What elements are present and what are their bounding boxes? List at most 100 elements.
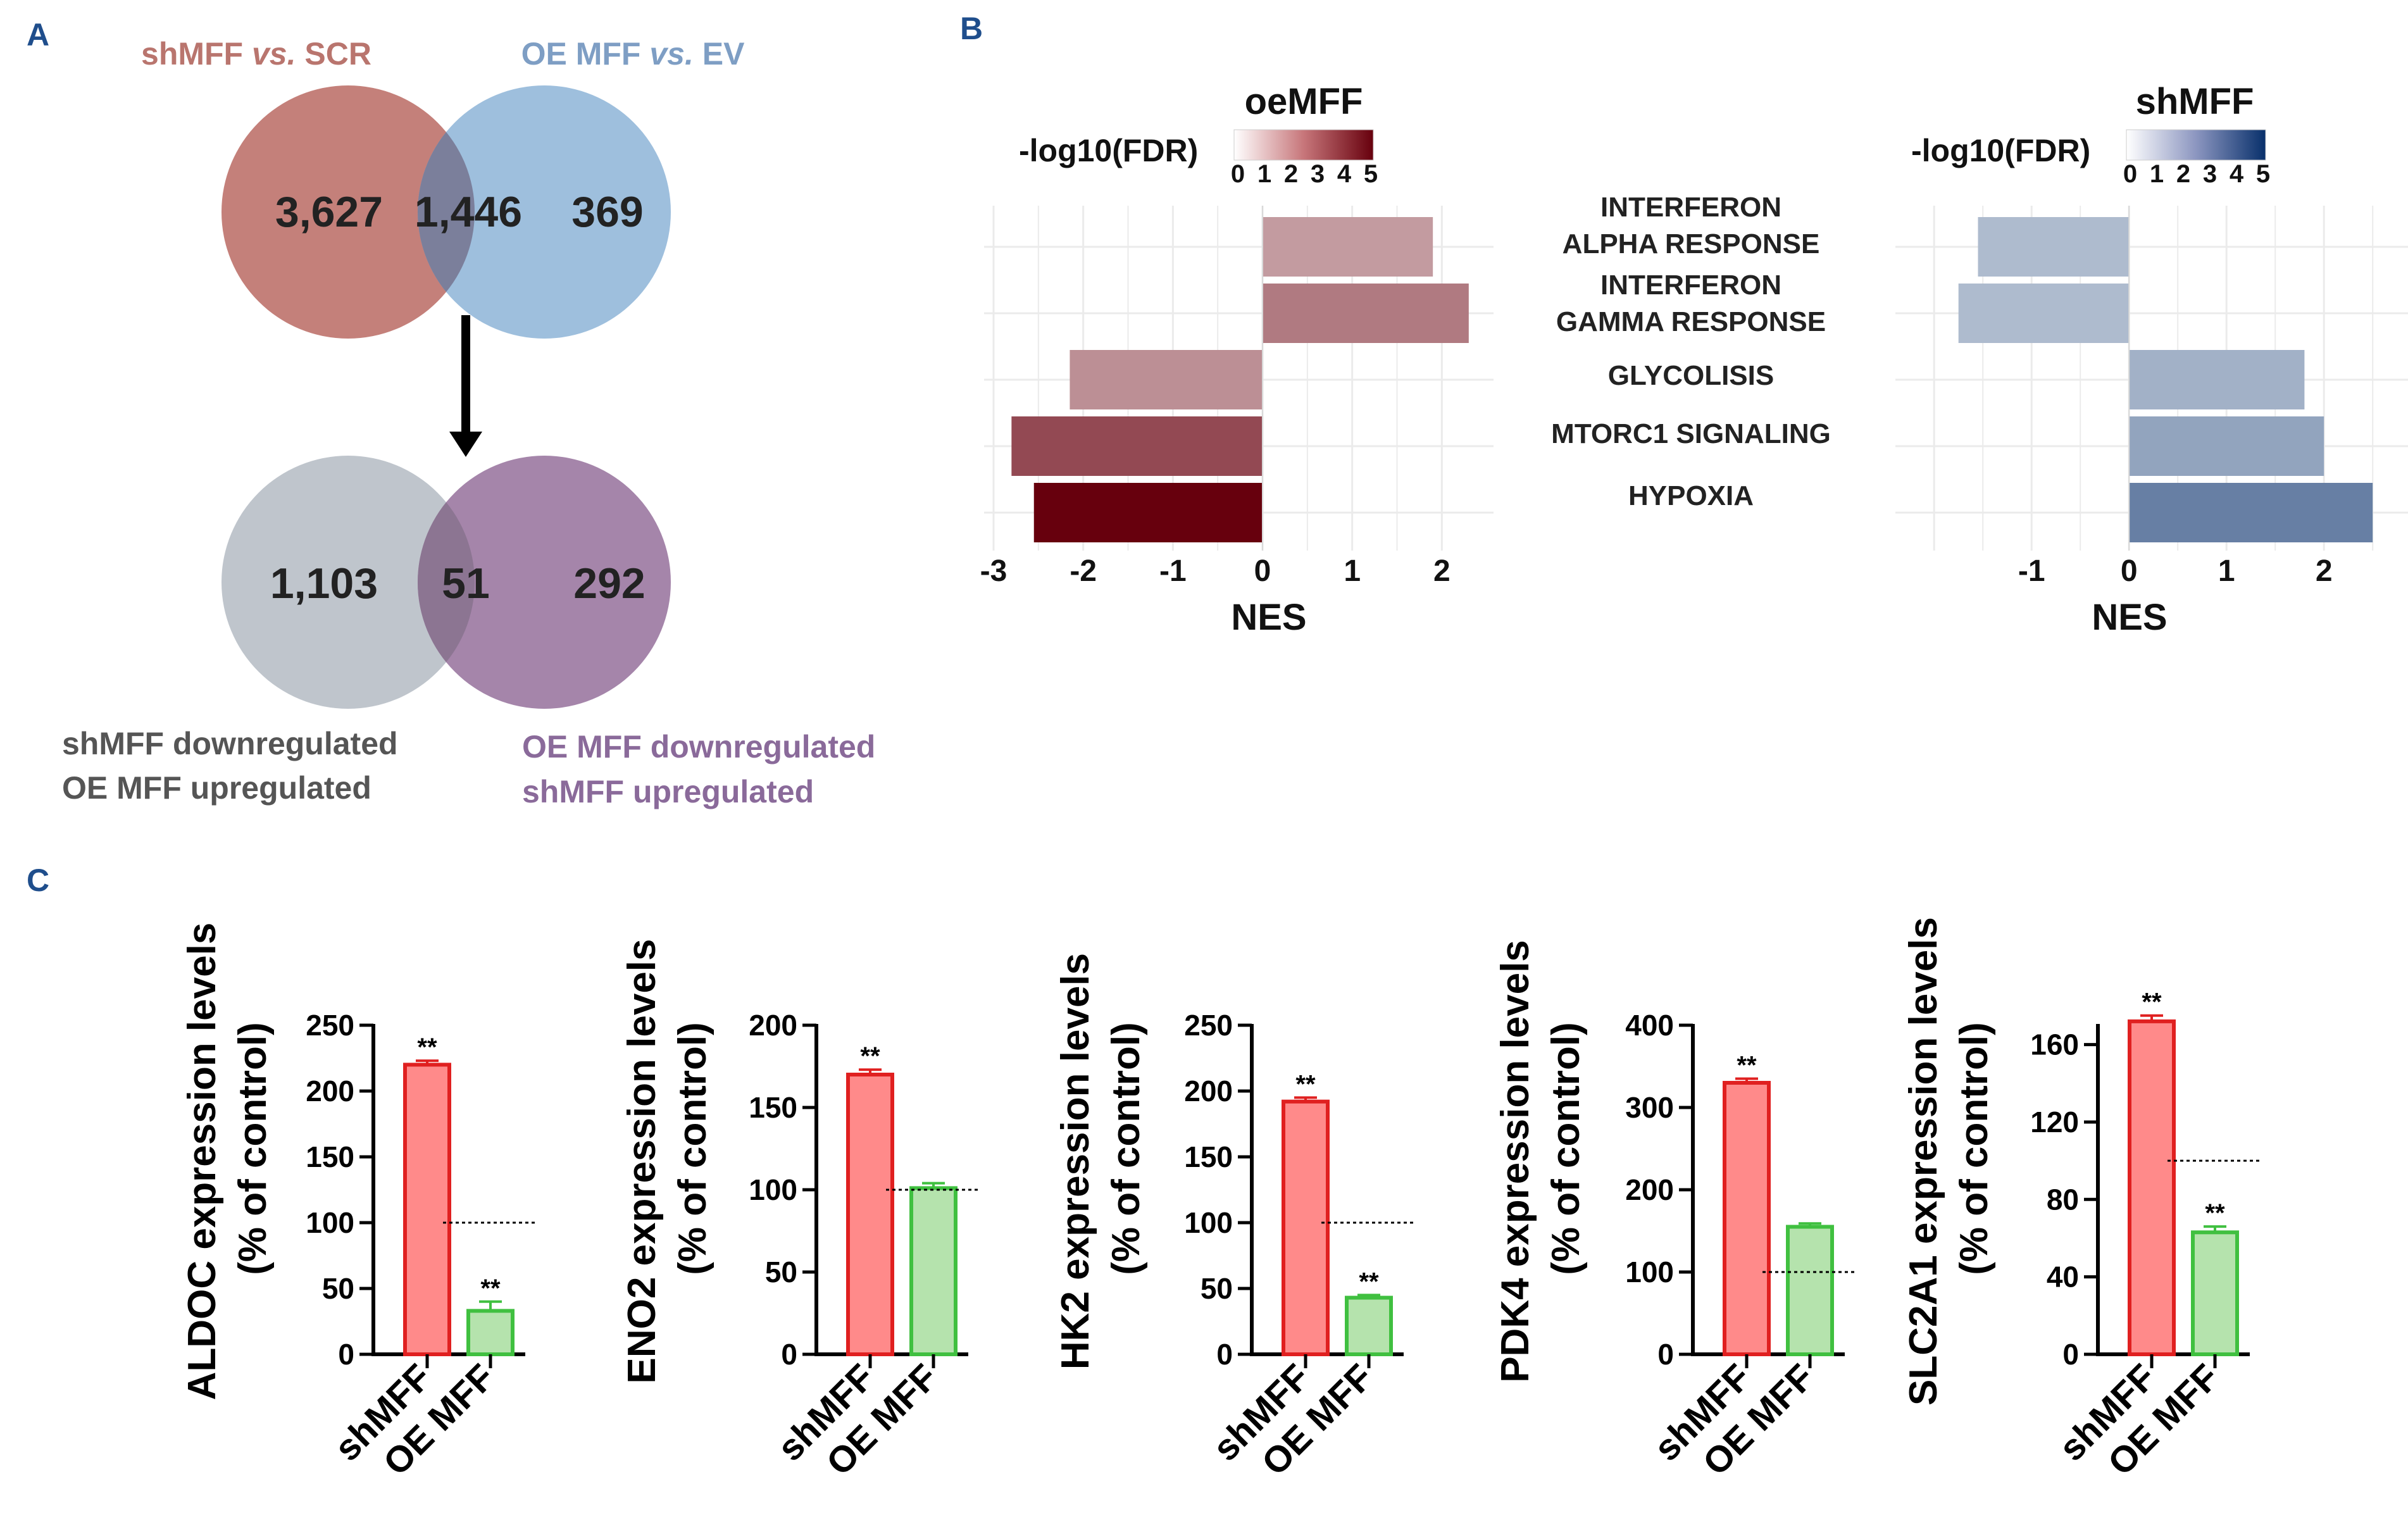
y-axis-label-sub: (% of control): [1544, 1022, 1588, 1275]
venn-top-right-circle: [418, 85, 671, 339]
venn-top-right-count: 369: [571, 188, 643, 236]
y-tick-label: 50: [322, 1272, 354, 1305]
gsea-left-bar: [1011, 416, 1263, 476]
gsea-right-bar: [2129, 483, 2373, 542]
bar-oe-mff: [1786, 1225, 1834, 1356]
gsea-left-x-tick: 1: [1344, 554, 1361, 588]
bar-oe-mff: [909, 1186, 958, 1357]
gsea-pathway-label: INTERFERON: [1600, 192, 1781, 223]
y-tick-label: 160: [2030, 1028, 2079, 1061]
gsea-right-legend-tick: 4: [2230, 160, 2244, 188]
significance-stars: **: [1359, 1268, 1379, 1295]
y-tick-label: 40: [2047, 1261, 2079, 1294]
y-tick-label: 200: [1184, 1075, 1233, 1107]
venn-bottom-left-count: 1,103: [270, 559, 378, 608]
significance-stars: **: [2205, 1199, 2225, 1227]
gsea-left-bar: [1033, 483, 1263, 542]
bar-shmff: [1282, 1099, 1330, 1356]
venn-top: shMFF vs. SCR OE MFF vs. EV 3,627 1,446 …: [141, 36, 745, 339]
bar-oe-mff: [1345, 1295, 1393, 1357]
gsea-left-legend-bar: [1233, 129, 1374, 161]
y-tick-label: 300: [1625, 1091, 1674, 1124]
gsea-left-x-tick: 0: [1254, 554, 1271, 588]
y-axis-label: ALDOC expression levels: [180, 923, 224, 1400]
gsea-right-x-tick: 0: [2121, 554, 2138, 588]
gsea-right-xlabel: NES: [2092, 597, 2167, 638]
gsea-left-bar: [1263, 217, 1433, 277]
y-tick-label: 0: [338, 1338, 354, 1371]
bar-oe-mff: [466, 1309, 515, 1357]
significance-stars: **: [1295, 1070, 1316, 1098]
y-tick-label: 100: [1625, 1256, 1674, 1288]
gsea-right-legend-bar: [2126, 129, 2266, 161]
y-axis-label: HK2 expression levels: [1054, 953, 1097, 1369]
gsea-left-x-tick: -1: [1159, 554, 1187, 588]
gsea-right-bar: [1978, 217, 2130, 277]
panel-c-label: C: [27, 863, 49, 898]
y-tick-label: 200: [1625, 1173, 1674, 1206]
y-tick-label: 50: [1201, 1272, 1233, 1305]
gsea-right-legend-label: -log10(FDR): [1911, 133, 2090, 168]
y-tick-label: 150: [306, 1140, 354, 1173]
gsea-right-legend-tick: 3: [2203, 160, 2217, 188]
gsea-left-x-tick: -3: [980, 554, 1007, 588]
venn-bottom: 1,103 51 292 shMFF downregulated OE MFF …: [62, 456, 875, 809]
significance-stars: **: [480, 1275, 501, 1302]
venn-top-right-label: OE MFF vs. EV: [521, 36, 745, 72]
gsea-left-bar: [1070, 350, 1263, 409]
venn-bottom-right-count: 292: [573, 559, 645, 608]
y-tick-label: 100: [1184, 1206, 1233, 1239]
panel-b-label: B: [960, 11, 983, 46]
gsea-pathway-label: GLYCOLISIS: [1608, 360, 1774, 391]
venn-top-left-count: 3,627: [275, 188, 383, 236]
gsea-right-bar: [1958, 284, 2130, 343]
y-tick-label: 80: [2047, 1183, 2079, 1216]
gsea-left-legend-tick: 0: [1231, 160, 1245, 188]
gsea-left-legend-label: -log10(FDR): [1019, 133, 1198, 168]
gsea-pathway-label: GAMMA RESPONSE: [1556, 306, 1826, 337]
y-tick-label: 400: [1625, 1009, 1674, 1042]
y-axis-label: ENO2 expression levels: [620, 939, 664, 1383]
y-tick-label: 120: [2030, 1106, 2079, 1138]
y-tick-label: 250: [306, 1009, 354, 1042]
bar-shmff: [403, 1063, 451, 1357]
gsea-right-bar: [2129, 350, 2305, 409]
y-axis-label-sub: (% of control): [1952, 1022, 1996, 1275]
gsea-right-title: shMFF: [2136, 81, 2254, 122]
gsea-right-x-tick: 2: [2316, 554, 2333, 588]
gsea-pathway-labels: INTERFERON ALPHA RESPONSE INTERFERON GAMMA …: [1551, 192, 1831, 511]
gsea-left-legend-tick: 1: [1257, 160, 1271, 188]
venn-top-left-label: shMFF vs. SCR: [141, 36, 371, 72]
venn-bottom-left-circle: [221, 456, 475, 709]
venn-bottom-right-label-2: shMFF upregulated: [522, 774, 814, 809]
venn-bottom-right-label-1: OE MFF downregulated: [522, 729, 875, 764]
y-axis-label-sub: (% of control): [231, 1022, 275, 1275]
gsea-right-x-tick: -1: [2018, 554, 2045, 588]
venn-bottom-left-label-1: shMFF downregulated: [62, 726, 398, 761]
y-tick-label: 150: [1184, 1140, 1233, 1173]
y-tick-label: 150: [749, 1091, 797, 1124]
y-tick-label: 0: [781, 1338, 797, 1371]
y-axis-label: PDK4 expression levels: [1494, 940, 1537, 1383]
y-tick-label: 200: [306, 1075, 354, 1107]
venn-top-left-circle: [221, 85, 475, 339]
bar-shmff: [1723, 1081, 1771, 1356]
significance-stars: **: [2142, 989, 2162, 1016]
gsea-pathway-label: HYPOXIA: [1628, 480, 1754, 511]
gsea-pathway-label: MTORC1 SIGNALING: [1551, 418, 1831, 449]
bar-oe-mff: [2191, 1230, 2239, 1356]
y-tick-label: 50: [765, 1256, 797, 1288]
gsea-right-bar: [2129, 416, 2324, 476]
gsea-left-legend-tick: 2: [1284, 160, 1298, 188]
y-tick-label: 100: [306, 1206, 354, 1239]
y-axis-label-sub: (% of control): [1104, 1022, 1148, 1275]
venn-top-overlap-count: 1,446: [415, 188, 522, 236]
y-tick-label: 0: [2062, 1338, 2079, 1371]
